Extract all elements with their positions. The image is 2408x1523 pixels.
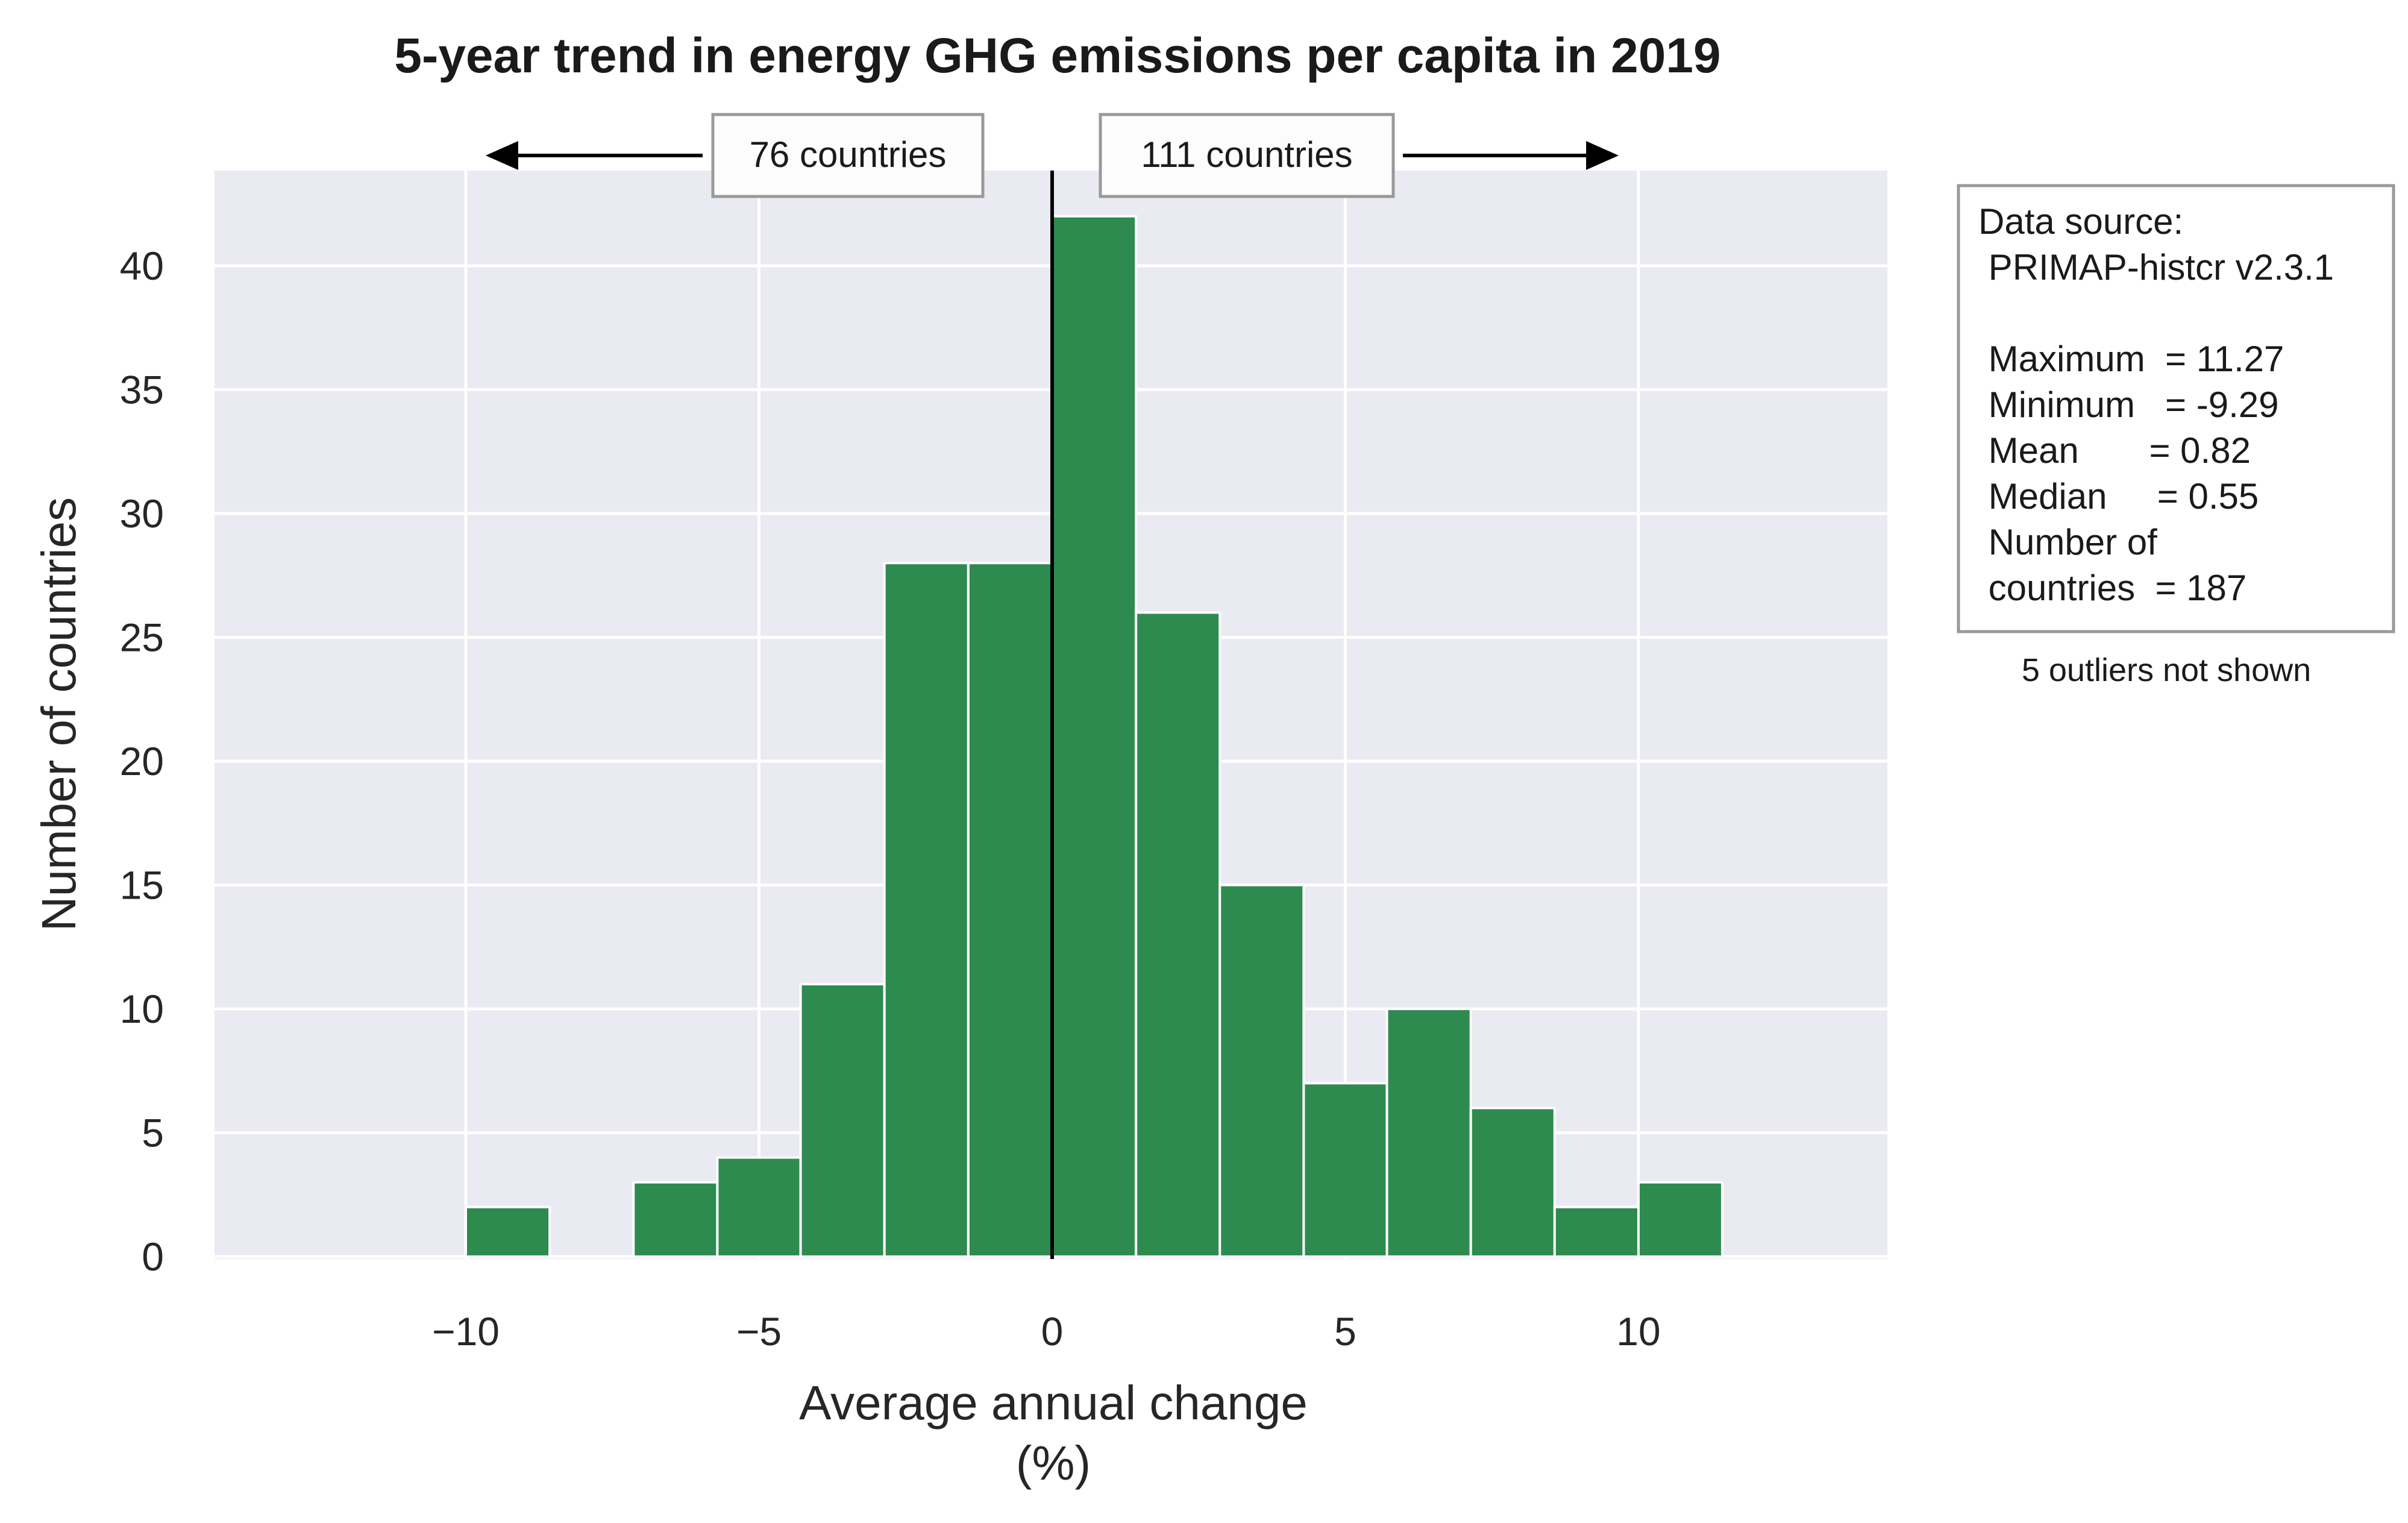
histogram-bar bbox=[1051, 215, 1138, 1258]
stats-text: Data source: PRIMAP-histcr v2.3.1 Maximu… bbox=[1978, 201, 2334, 608]
y-tick-label: 40 bbox=[120, 243, 164, 288]
histogram-bar bbox=[1637, 1181, 1724, 1258]
x-tick-label: −5 bbox=[736, 1309, 782, 1354]
y-axis-label: Number of countries bbox=[32, 497, 86, 931]
histogram-bar bbox=[883, 562, 970, 1258]
right-count-label: 111 countries bbox=[1141, 134, 1352, 175]
stats-line: countries = 187 bbox=[1978, 568, 2247, 608]
y-tick-label: 15 bbox=[120, 863, 164, 908]
x-tick-label: −10 bbox=[432, 1309, 500, 1354]
y-tick-label: 20 bbox=[120, 739, 164, 783]
y-tick-label: 25 bbox=[120, 615, 164, 660]
stats-line: Maximum = 11.27 bbox=[1978, 339, 2284, 379]
x-tick-label: 0 bbox=[1041, 1309, 1064, 1354]
histogram-bar bbox=[1385, 1008, 1472, 1258]
stats-line: Data source: bbox=[1978, 201, 2183, 242]
right-count-box bbox=[1099, 113, 1395, 198]
stats-line: PRIMAP-histcr v2.3.1 bbox=[1978, 247, 2334, 287]
x-axis-label: Average annual change bbox=[799, 1376, 1308, 1430]
stats-line: Mean = 0.82 bbox=[1978, 430, 2251, 471]
y-tick-label: 5 bbox=[142, 1111, 164, 1155]
chart-title: 5-year trend in energy GHG emissions per… bbox=[394, 28, 1720, 83]
histogram-bar bbox=[799, 982, 886, 1258]
stats-line: Minimum = -9.29 bbox=[1978, 385, 2279, 425]
outliers-note: 5 outliers not shown bbox=[2022, 652, 2311, 688]
y-tick-label: 35 bbox=[120, 368, 164, 412]
stats-line: Number of bbox=[1978, 522, 2157, 562]
y-tick-labels: 0 5 10 15 20 25 30 35 40 bbox=[120, 243, 164, 1279]
histogram-bars bbox=[465, 215, 1724, 1258]
stats-line: Median = 0.55 bbox=[1978, 476, 2259, 517]
x-tick-label: 5 bbox=[1334, 1309, 1356, 1354]
stats-box bbox=[1957, 184, 2395, 633]
y-tick-label: 10 bbox=[120, 987, 164, 1031]
y-tick-label: 30 bbox=[120, 491, 164, 536]
histogram-bar bbox=[1218, 884, 1305, 1258]
histogram-bar bbox=[1302, 1082, 1388, 1258]
histogram-bar bbox=[967, 562, 1053, 1258]
histogram-bar bbox=[632, 1181, 719, 1258]
histogram-bar bbox=[716, 1156, 802, 1258]
left-count-label: 76 countries bbox=[750, 134, 947, 175]
x-tick-label: 10 bbox=[1616, 1309, 1660, 1354]
y-tick-label: 0 bbox=[142, 1234, 164, 1279]
x-axis-label-unit: (%) bbox=[1016, 1436, 1091, 1490]
left-count-box bbox=[711, 113, 985, 198]
histogram-bar bbox=[1553, 1205, 1640, 1258]
histogram-bar bbox=[1135, 611, 1221, 1258]
histogram-bar bbox=[1469, 1107, 1556, 1258]
x-tick-labels: −10 −5 0 5 10 bbox=[432, 1309, 1661, 1354]
histogram-bar bbox=[465, 1205, 551, 1258]
